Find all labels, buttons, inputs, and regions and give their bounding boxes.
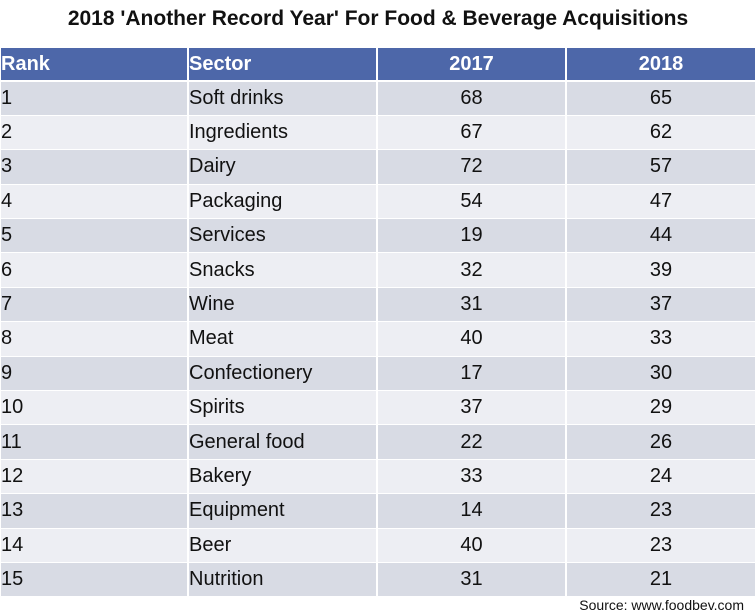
sector-cell: Snacks [188, 252, 378, 288]
sector-cell: Beer [188, 528, 378, 563]
value-2018-cell: 47 [566, 184, 755, 220]
value-2017-cell: 72 [377, 149, 567, 185]
sector-cell: Dairy [188, 149, 378, 185]
table-row: 5 Services 19 44 [1, 218, 755, 254]
sector-cell: Soft drinks [188, 81, 378, 116]
rank-cell: 5 [1, 218, 189, 254]
value-2018-cell: 24 [566, 459, 755, 495]
rank-cell: 2 [1, 115, 189, 151]
value-2018-cell: 23 [566, 528, 755, 563]
value-2018-cell: 33 [566, 321, 755, 357]
value-2018-cell: 23 [566, 493, 755, 529]
table-body: 1 Soft drinks 68 65 2 Ingredients 67 62 3 Dairy 72… [1, 81, 755, 598]
value-2018-cell: 44 [566, 218, 755, 254]
sector-cell: Equipment [188, 493, 378, 529]
sector-cell: Wine [188, 287, 378, 323]
table-header-row: Rank Sector 2017 2018 [1, 48, 755, 82]
sector-cell: Spirits [188, 390, 378, 426]
rank-cell: 11 [1, 424, 189, 460]
value-2018-cell: 30 [566, 356, 755, 392]
sector-cell: Ingredients [188, 115, 378, 151]
sector-cell: Packaging [188, 184, 378, 220]
value-2017-cell: 22 [377, 424, 567, 460]
column-header-rank: Rank [1, 48, 189, 82]
rank-cell: 10 [1, 390, 189, 426]
value-2017-cell: 14 [377, 493, 567, 529]
table-row: 11 General food 22 26 [1, 424, 755, 460]
sector-cell: Services [188, 218, 378, 254]
value-2018-cell: 37 [566, 287, 755, 323]
sector-cell: General food [188, 424, 378, 460]
rank-cell: 15 [1, 562, 189, 598]
value-2017-cell: 37 [377, 390, 567, 426]
rank-cell: 14 [1, 528, 189, 563]
table-row: 3 Dairy 72 57 [1, 149, 755, 185]
rank-cell: 1 [1, 81, 189, 116]
table-row: 10 Spirits 37 29 [1, 390, 755, 426]
value-2017-cell: 32 [377, 252, 567, 288]
table-row: 12 Bakery 33 24 [1, 459, 755, 495]
rank-cell: 12 [1, 459, 189, 495]
source-note: Source: www.foodbev.com [579, 597, 744, 613]
value-2017-cell: 67 [377, 115, 567, 151]
table-row: 14 Beer 40 23 [1, 528, 755, 563]
rank-cell: 9 [1, 356, 189, 392]
sector-cell: Meat [188, 321, 378, 357]
table-row: 13 Equipment 14 23 [1, 493, 755, 529]
value-2017-cell: 33 [377, 459, 567, 495]
sector-cell: Bakery [188, 459, 378, 495]
value-2017-cell: 31 [377, 287, 567, 323]
sector-cell: Nutrition [188, 562, 378, 598]
value-2018-cell: 21 [566, 562, 755, 598]
table-row: 15 Nutrition 31 21 [1, 562, 755, 598]
rank-cell: 3 [1, 149, 189, 185]
rank-cell: 6 [1, 252, 189, 288]
value-2017-cell: 17 [377, 356, 567, 392]
table-row: 8 Meat 40 33 [1, 321, 755, 357]
rank-cell: 4 [1, 184, 189, 220]
value-2018-cell: 26 [566, 424, 755, 460]
table-row: 1 Soft drinks 68 65 [1, 81, 755, 116]
rank-cell: 7 [1, 287, 189, 323]
value-2018-cell: 62 [566, 115, 755, 151]
column-header-2018: 2018 [566, 48, 755, 82]
value-2018-cell: 65 [566, 81, 755, 116]
value-2017-cell: 68 [377, 81, 567, 116]
value-2018-cell: 39 [566, 252, 755, 288]
page-title: 2018 'Another Record Year' For Food & Be… [67, 7, 689, 30]
acquisitions-table: Rank Sector 2017 2018 1 Soft drinks 68 65 2 I… [1, 48, 755, 598]
table-row: 9 Confectionery 17 30 [1, 356, 755, 392]
table-row: 2 Ingredients 67 62 [1, 115, 755, 151]
table-row: 4 Packaging 54 47 [1, 184, 755, 220]
table-row: 6 Snacks 32 39 [1, 252, 755, 288]
rank-cell: 13 [1, 493, 189, 529]
rank-cell: 8 [1, 321, 189, 357]
value-2017-cell: 19 [377, 218, 567, 254]
value-2017-cell: 40 [377, 528, 567, 563]
column-header-2017: 2017 [377, 48, 567, 82]
value-2017-cell: 40 [377, 321, 567, 357]
value-2018-cell: 29 [566, 390, 755, 426]
table-row: 7 Wine 31 37 [1, 287, 755, 323]
value-2018-cell: 57 [566, 149, 755, 185]
column-header-sector: Sector [188, 48, 378, 82]
value-2017-cell: 54 [377, 184, 567, 220]
value-2017-cell: 31 [377, 562, 567, 598]
sector-cell: Confectionery [188, 356, 378, 392]
